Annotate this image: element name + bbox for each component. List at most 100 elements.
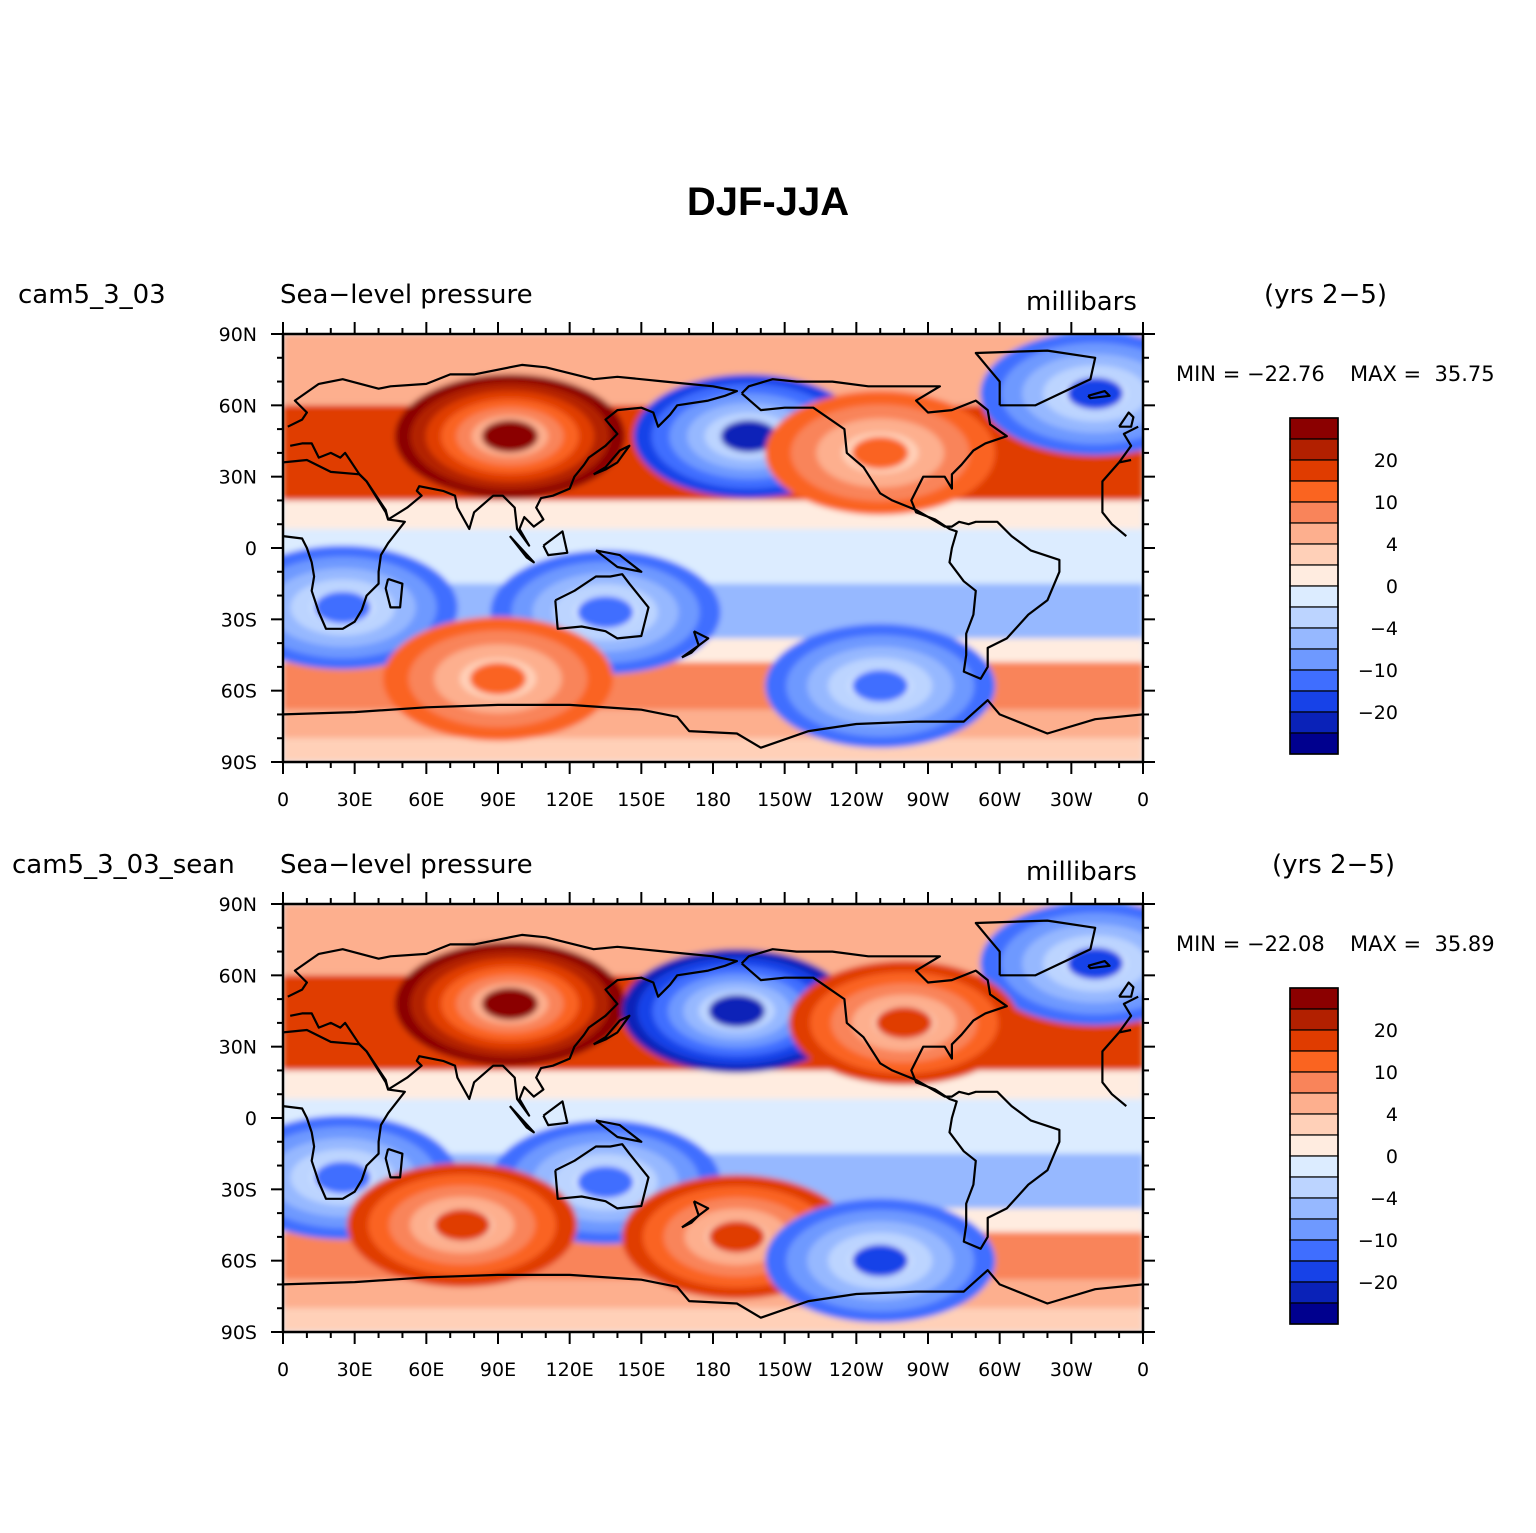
colorbar-swatch bbox=[1289, 543, 1339, 566]
coastline bbox=[740, 378, 1061, 680]
colorbar-label: 0 bbox=[1386, 576, 1398, 598]
lat-tick-label: 0 bbox=[245, 1108, 257, 1130]
coastline bbox=[283, 699, 1143, 749]
colorbar-swatch bbox=[1289, 501, 1339, 524]
colorbar-swatch bbox=[1289, 564, 1339, 587]
lon-tick-label: 0 bbox=[1137, 1359, 1149, 1381]
colorbar-swatch bbox=[1289, 1050, 1339, 1073]
colorbar-label: −20 bbox=[1358, 1272, 1398, 1294]
colorbar-swatch bbox=[1289, 1029, 1339, 1052]
colorbar-swatch bbox=[1289, 522, 1339, 545]
colorbar-swatch bbox=[1289, 585, 1339, 608]
lon-tick-label: 120W bbox=[829, 789, 884, 811]
lat-tick-label: 90N bbox=[219, 324, 257, 346]
contour-band bbox=[283, 738, 1143, 762]
colorbar-swatch bbox=[1289, 1071, 1339, 1094]
pressure-center bbox=[621, 949, 852, 1073]
colorbar-swatch bbox=[1289, 480, 1339, 503]
colorbar-swatch bbox=[1289, 648, 1339, 671]
lon-tick-label: 60E bbox=[408, 789, 444, 811]
lat-tick-label: 90S bbox=[221, 1322, 257, 1344]
max-stat-2: MAX = 35.89 bbox=[1350, 932, 1495, 956]
units-label-2: millibars bbox=[1026, 857, 1137, 887]
colorbar-swatch bbox=[1289, 987, 1339, 1010]
lon-tick-label: 0 bbox=[277, 1359, 289, 1381]
lon-tick-label: 60E bbox=[408, 1359, 444, 1381]
colorbar: 20 10 4 0 −4 −10 −20 bbox=[1289, 417, 1398, 755]
coastline bbox=[692, 630, 710, 647]
lon-tick-label: 0 bbox=[277, 789, 289, 811]
coastline bbox=[542, 1100, 569, 1127]
lon-tick-label: 30E bbox=[337, 1359, 373, 1381]
lat-tick-label: 30S bbox=[221, 609, 257, 631]
colorbar-label: 10 bbox=[1374, 492, 1398, 514]
coastline bbox=[554, 1143, 650, 1210]
colorbar-swatch bbox=[1289, 1134, 1339, 1157]
page-title: DJF-JJA bbox=[686, 180, 850, 224]
colorbar-swatch bbox=[1289, 1239, 1339, 1262]
case-name-2: cam5_3_03_sean bbox=[12, 850, 235, 880]
axis-ticks bbox=[271, 322, 1155, 774]
lon-tick-label: 120E bbox=[546, 1359, 594, 1381]
colorbar-swatch bbox=[1289, 1302, 1339, 1325]
lat-tick-label: 30S bbox=[221, 1179, 257, 1201]
coastline bbox=[595, 549, 643, 573]
coastline bbox=[595, 1119, 643, 1143]
colorbar-swatch bbox=[1289, 732, 1339, 755]
colorbar-swatch bbox=[1289, 1281, 1339, 1304]
lon-tick-label: 30E bbox=[337, 789, 373, 811]
colorbar-swatch bbox=[1289, 606, 1339, 629]
lat-tick-label: 60N bbox=[219, 395, 257, 417]
colorbar-swatch bbox=[1289, 1197, 1339, 1220]
lon-tick-label: 180 bbox=[695, 789, 731, 811]
coastline bbox=[384, 577, 404, 609]
pressure-center bbox=[765, 390, 996, 515]
colorbar-label: 4 bbox=[1386, 534, 1398, 556]
contour-band bbox=[283, 1308, 1143, 1332]
colorbar-swatch bbox=[1289, 627, 1339, 650]
coastlines bbox=[283, 349, 1143, 749]
years-label-1: (yrs 2−5) bbox=[1264, 280, 1388, 310]
colorbar-swatch bbox=[1289, 417, 1339, 440]
lon-tick-label: 150W bbox=[757, 789, 812, 811]
lon-tick-label: 150E bbox=[617, 1359, 665, 1381]
lon-tick-label: 90W bbox=[907, 789, 950, 811]
variable-title-1: Sea−level pressure bbox=[280, 280, 533, 310]
colorbar-swatch bbox=[1289, 1218, 1339, 1241]
min-stat-1: MIN = −22.76 bbox=[1176, 362, 1325, 386]
colorbar-label: −4 bbox=[1370, 618, 1398, 640]
pressure-center bbox=[789, 960, 1020, 1085]
lat-tick-label: 0 bbox=[245, 538, 257, 560]
coastline bbox=[509, 535, 535, 564]
variable-title-2: Sea−level pressure bbox=[280, 850, 533, 880]
lon-tick-label: 60W bbox=[978, 789, 1021, 811]
lat-tick-label: 60S bbox=[221, 1251, 257, 1273]
coastline bbox=[593, 444, 631, 476]
colorbar-label: −4 bbox=[1370, 1188, 1398, 1210]
colorbar-label: −10 bbox=[1358, 1230, 1398, 1252]
coastline bbox=[384, 1147, 404, 1179]
pressure-center bbox=[394, 941, 625, 1066]
lat-tick-label: 90S bbox=[221, 752, 257, 774]
colorbar-swatch bbox=[1289, 690, 1339, 713]
lon-tick-label: 120W bbox=[829, 1359, 884, 1381]
max-stat-1: MAX = 35.75 bbox=[1350, 362, 1495, 386]
min-stat-2: MIN = −22.08 bbox=[1176, 932, 1325, 956]
lon-tick-label: 90E bbox=[480, 1359, 516, 1381]
map-panel-1: 90N 60N 30N 0 30S 60S 90S 0 30E 60E 90E 120E 150E 180… bbox=[219, 322, 1398, 811]
coastline bbox=[681, 1214, 700, 1229]
colorbar-swatch bbox=[1289, 1092, 1339, 1115]
coastline bbox=[593, 1014, 631, 1046]
coastline bbox=[740, 948, 1061, 1250]
colorbar-swatch bbox=[1289, 1176, 1339, 1199]
coastline bbox=[974, 349, 1097, 407]
lon-tick-label: 180 bbox=[695, 1359, 731, 1381]
colorbar-swatch bbox=[1289, 1155, 1339, 1178]
coastline bbox=[509, 1105, 535, 1134]
colorbar-swatch bbox=[1289, 1260, 1339, 1283]
lon-tick-label: 0 bbox=[1137, 789, 1149, 811]
lat-tick-label: 30N bbox=[219, 467, 257, 489]
years-label-2: (yrs 2−5) bbox=[1272, 850, 1396, 880]
case-name-1: cam5_3_03 bbox=[18, 280, 166, 310]
colorbar-swatch bbox=[1289, 1113, 1339, 1136]
